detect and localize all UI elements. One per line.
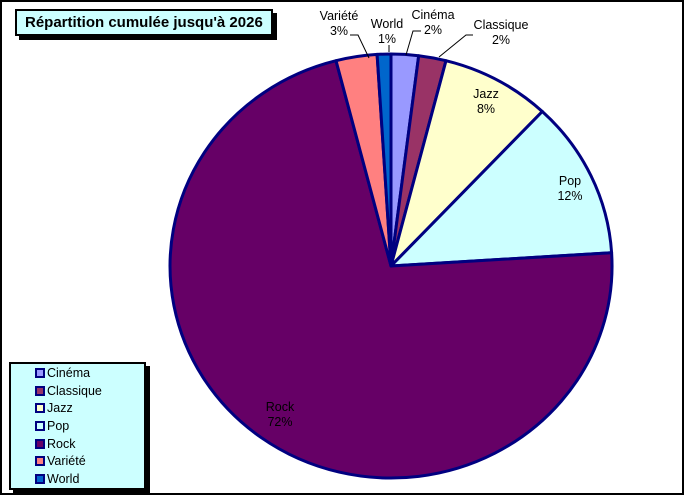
legend-label: Variété (47, 454, 86, 469)
legend-item-variete[interactable]: Variété (35, 454, 144, 468)
leader-line-variete (350, 34, 370, 59)
legend-item-cinema[interactable]: Cinéma (35, 366, 144, 380)
legend-item-world[interactable]: World (35, 472, 144, 486)
chart-title[interactable]: Répartition cumulée jusqu'à 2026 (15, 9, 273, 36)
legend-label: Cinéma (47, 365, 91, 380)
legend-label: Jazz (47, 401, 73, 416)
chart-title-text: Répartition cumulée jusqu'à 2026 (25, 14, 263, 31)
legend-marker-classique (35, 385, 45, 396)
pie-slice-world[interactable] (375, 52, 393, 268)
legend-label: Classique (47, 383, 102, 398)
legend-label: World (47, 472, 80, 487)
legend-items: Cinéma Classique Jazz Pop Rock Variété World (11, 364, 144, 488)
legend-marker-jazz (35, 403, 45, 414)
pie-slice-jazz[interactable] (389, 59, 544, 268)
legend-marker-rock (35, 438, 45, 449)
legend[interactable]: Cinéma Classique Jazz Pop Rock Variété World (9, 362, 146, 490)
legend-item-classique[interactable]: Classique (35, 384, 144, 398)
leader-line-classique (438, 34, 473, 58)
pie-slice-pop[interactable] (389, 110, 614, 268)
legend-marker-variete (35, 456, 45, 467)
legend-item-pop[interactable]: Pop (35, 419, 144, 433)
legend-marker-world (35, 474, 45, 485)
legend-marker-cinema (35, 367, 45, 378)
legend-label: Rock (47, 436, 76, 451)
legend-label: Pop (47, 418, 70, 433)
legend-item-jazz[interactable]: Jazz (35, 401, 144, 415)
pie-slice-rock[interactable] (168, 59, 614, 480)
legend-item-rock[interactable]: Rock (35, 437, 144, 451)
legend-marker-pop (35, 420, 45, 431)
leader-line-cinema (405, 30, 421, 56)
